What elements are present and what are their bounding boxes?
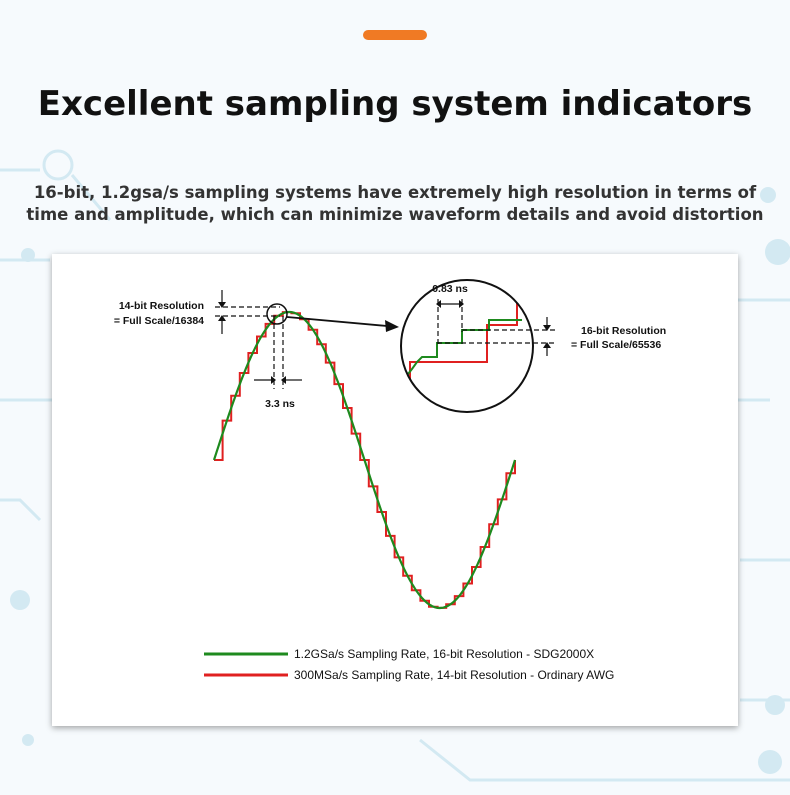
res14-line2: = Full Scale/16384 (114, 315, 204, 327)
zoom-inset: 0.83 ns (400, 279, 557, 413)
zoom-source-circle (266, 303, 288, 325)
zoom-arrow-head (385, 320, 399, 332)
accent-bar (363, 30, 427, 40)
page-title: Excellent sampling system indicators (37, 84, 753, 124)
res16-line2: = Full Scale/65536 (571, 339, 661, 351)
legend-label-red: 300MSa/s Sampling Rate, 14-bit Resolutio… (294, 668, 614, 682)
subtitle-line-2: time and amplitude, which can minimize w… (26, 205, 764, 224)
res14-line1: 14-bit Resolution (119, 300, 204, 312)
time-3-3ns-marker (254, 316, 302, 389)
zoom-smooth-wave (401, 319, 522, 380)
sampling-diagram: 14-bit Resolution = Full Scale/16384 3.3… (114, 279, 666, 682)
res16-line1: 16-bit Resolution (581, 325, 666, 337)
smooth-waveform-1-2gsa (212, 310, 517, 610)
time-0-83ns-label: 0.83 ns (432, 283, 468, 295)
time-3-3ns-label: 3.3 ns (265, 398, 295, 410)
page-subtitle: 16-bit, 1.2gsa/s sampling systems have e… (10, 182, 780, 226)
amplitude-14bit-marker (215, 290, 280, 334)
legend: 1.2GSa/s Sampling Rate, 16-bit Resolutio… (204, 647, 614, 682)
subtitle-line-1: 16-bit, 1.2gsa/s sampling systems have e… (33, 183, 757, 202)
sampling-diagram-card: 14-bit Resolution = Full Scale/16384 3.3… (52, 254, 738, 726)
legend-label-green: 1.2GSa/s Sampling Rate, 16-bit Resolutio… (294, 647, 594, 661)
